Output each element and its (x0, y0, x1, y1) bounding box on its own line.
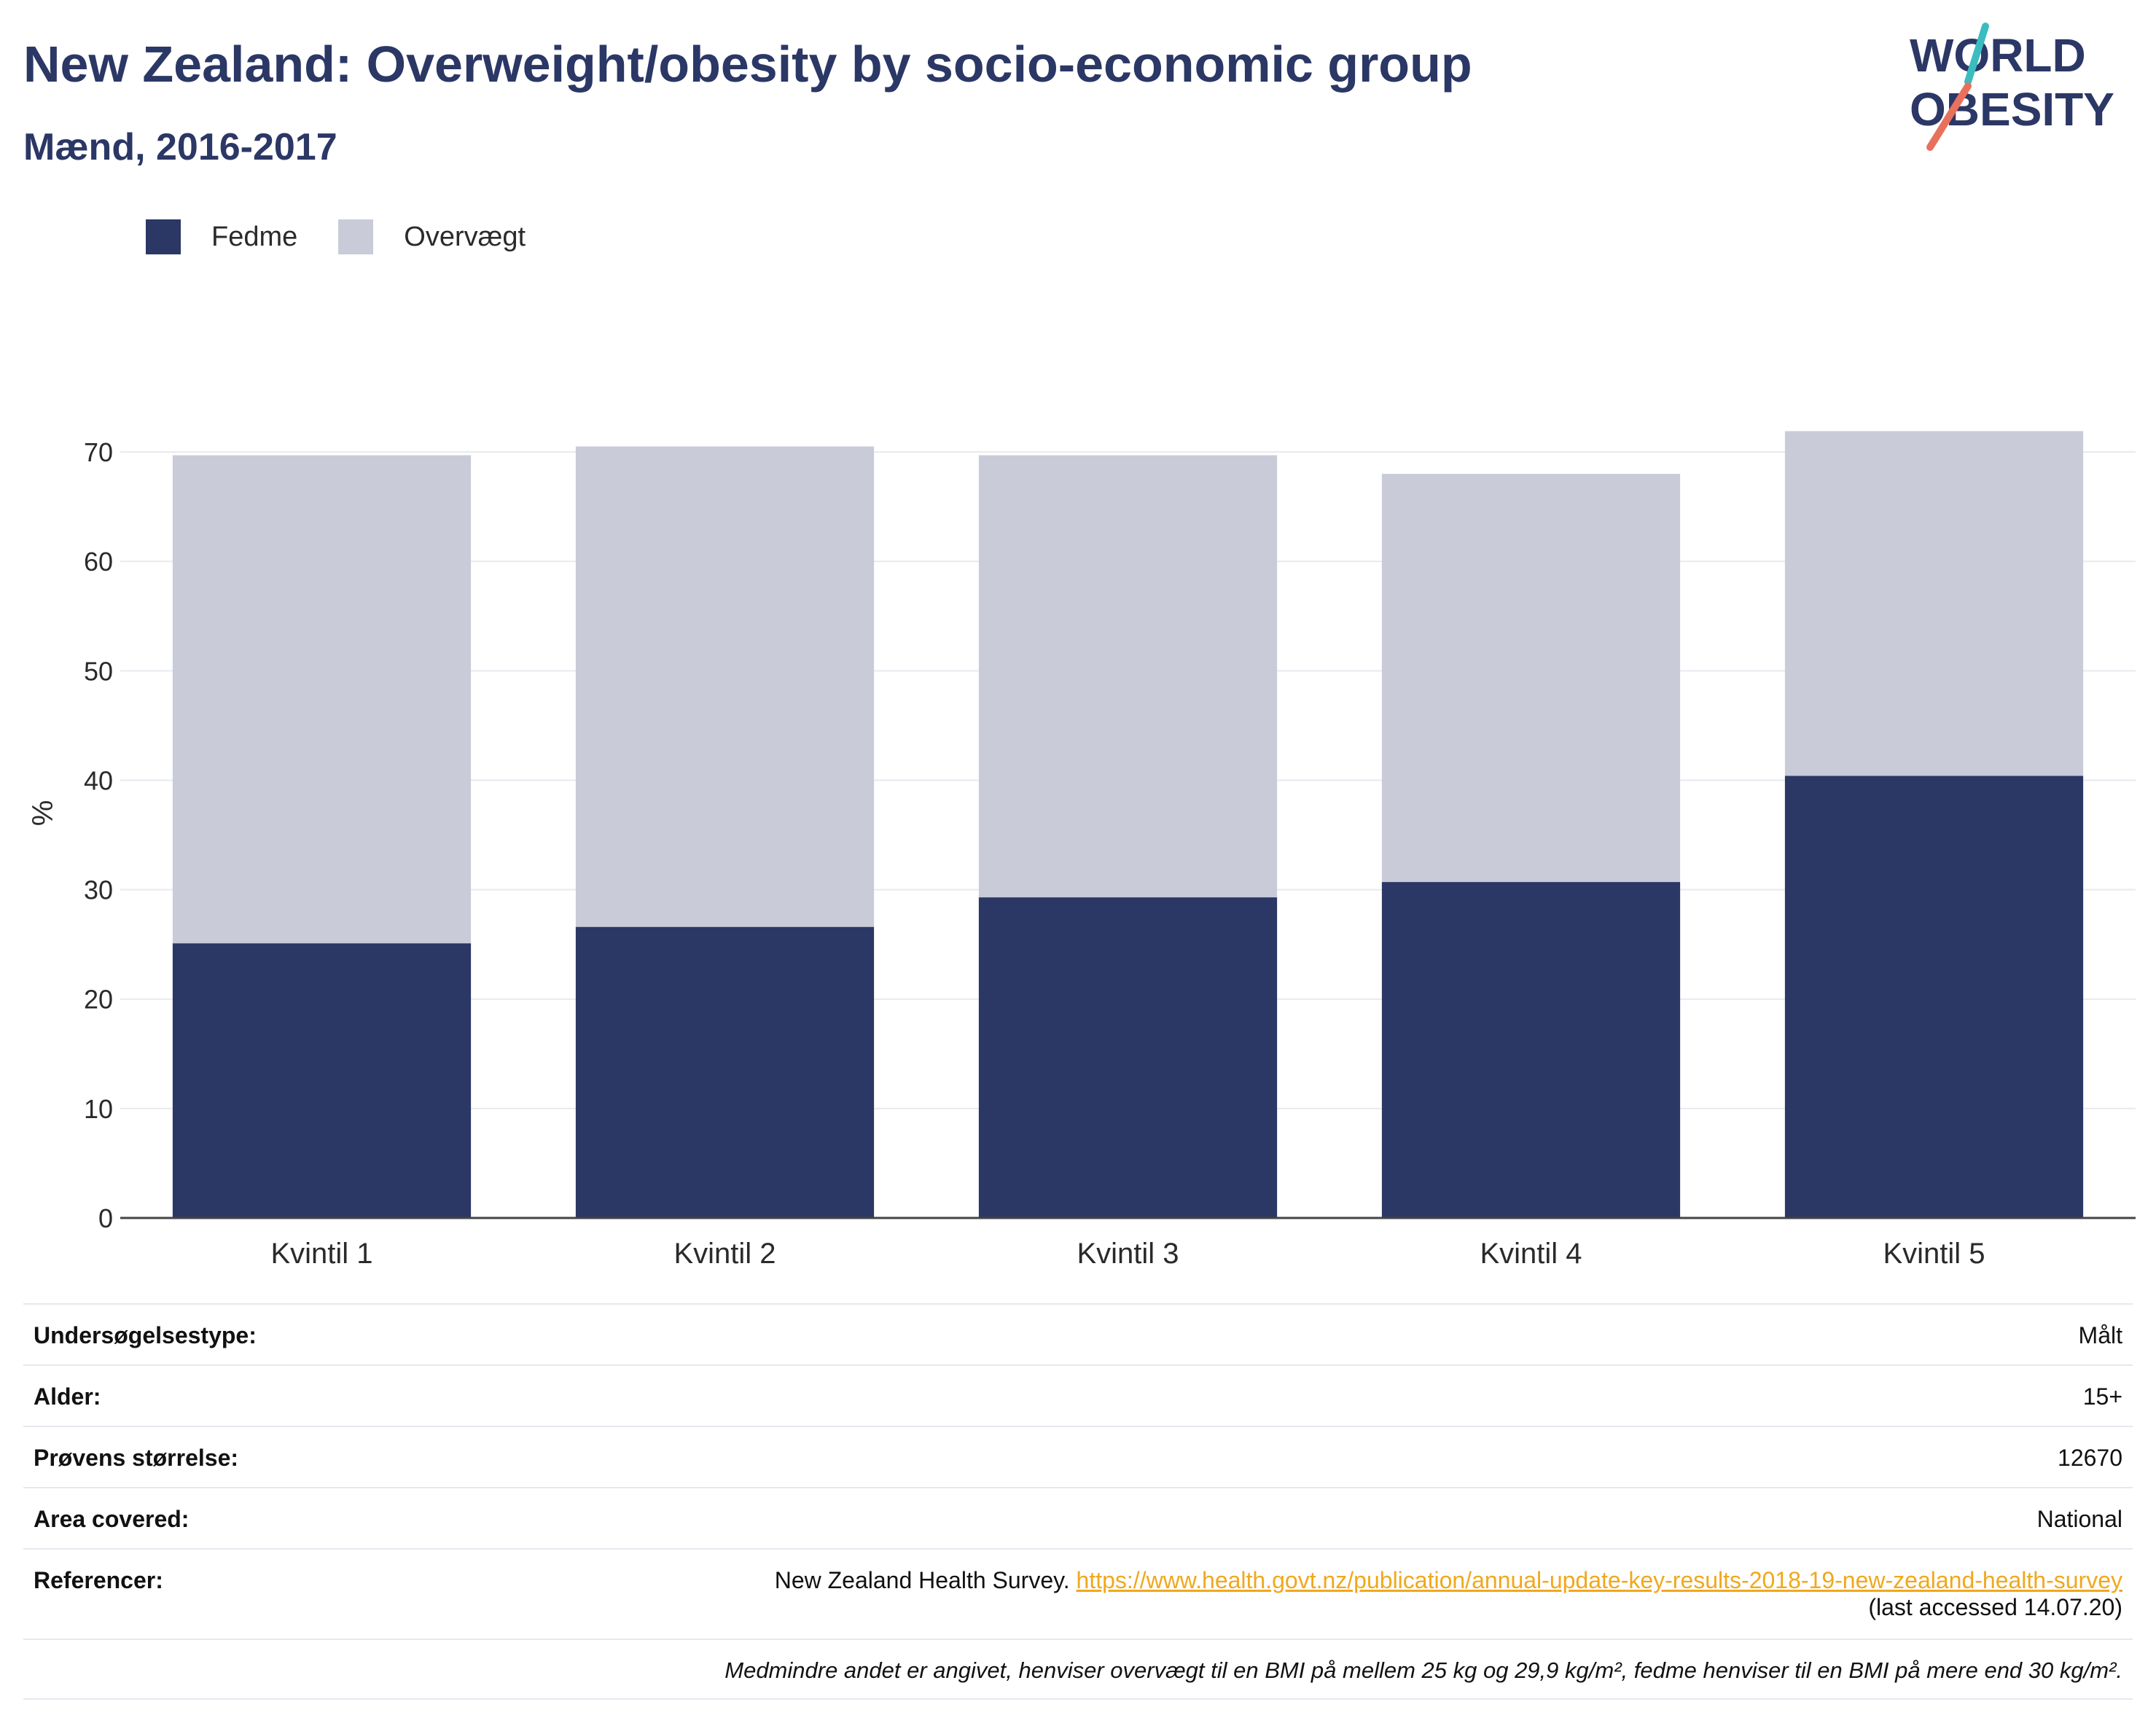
y-tick-label: 10 (84, 1094, 113, 1124)
info-row-age: Alder: 15+ (23, 1364, 2133, 1426)
references-label: Referencer: (34, 1567, 163, 1593)
reference-accessed-date: (last accessed 14.07.20) (1868, 1594, 2122, 1620)
y-tick-label: 60 (84, 547, 113, 577)
area-covered-label: Area covered: (34, 1506, 190, 1532)
legend-label-fedme: Fedme (211, 221, 298, 252)
sample-size-label: Prøvens størrelse: (34, 1445, 239, 1471)
bar-overvaegt (172, 455, 472, 944)
y-tick-label: 0 (98, 1203, 113, 1233)
bar-overvaegt (575, 446, 875, 927)
x-tick-label: Kvintil 5 (1883, 1238, 1985, 1270)
logo-slash-teal (1964, 23, 1989, 85)
y-tick-label: 70 (84, 437, 113, 467)
references-value: New Zealand Health Survey. https://www.h… (775, 1567, 2122, 1621)
y-tick-label: 30 (84, 875, 113, 905)
chart-subtitle: Mænd, 2016-2017 (23, 126, 337, 168)
info-row-sample-size: Prøvens størrelse: 12670 (23, 1426, 2133, 1487)
bar-fedme (575, 926, 875, 1218)
info-row-definition-note: Medmindre andet er angivet, henviser ove… (23, 1639, 2133, 1700)
logo-word-world: WORLD (1910, 29, 2086, 82)
bar-fedme (978, 897, 1278, 1218)
survey-type-label: Undersøgelsestype: (34, 1322, 257, 1348)
legend-swatch-overvaegt (338, 219, 374, 254)
legend-swatch-fedme (146, 219, 181, 254)
age-value: 15+ (2082, 1383, 2122, 1410)
world-obesity-logo: WORLD OBESITY (1910, 23, 2114, 151)
bar-overvaegt (1784, 431, 2084, 776)
y-axis-label: % (27, 800, 59, 827)
x-tick-label: Kvintil 4 (1480, 1238, 1582, 1270)
area-covered-value: National (2036, 1506, 2122, 1532)
bar-overvaegt (1381, 474, 1681, 883)
info-row-survey-type: Undersøgelsestype: Målt (23, 1303, 2133, 1364)
y-tick-label: 40 (84, 765, 113, 795)
legend-label-overvaegt: Overvægt (404, 221, 526, 252)
x-tick-label: Kvintil 3 (1077, 1238, 1179, 1270)
y-tick-label: 20 (84, 985, 113, 1015)
reference-source-text: New Zealand Health Survey. (774, 1567, 1077, 1593)
bar-fedme (1784, 776, 2084, 1218)
sample-size-value: 12670 (2058, 1445, 2122, 1471)
stacked-bar-chart: 0 10 20 30 40 50 60 70% Kvintil 1 Kvintil 2 Kvinti… (27, 431, 2136, 1270)
logo-slash-coral (1926, 82, 1972, 151)
info-row-area-covered: Area covered: National (23, 1487, 2133, 1548)
legend-item-overvaegt[interactable]: Overvægt (338, 219, 526, 254)
chart-legend: Fedme Overvægt (146, 213, 566, 261)
bmi-definition-note: Medmindre andet er angivet, henviser ove… (724, 1657, 2122, 1683)
bar-fedme (1381, 882, 1681, 1218)
age-label: Alder: (34, 1383, 101, 1410)
x-tick-label: Kvintil 1 (270, 1238, 372, 1270)
info-row-references: Referencer: New Zealand Health Survey. h… (23, 1548, 2133, 1639)
bar-overvaegt (978, 455, 1278, 898)
reference-link[interactable]: https://www.health.govt.nz/publication/a… (1076, 1567, 2122, 1593)
bar-fedme (172, 943, 472, 1218)
y-tick-label: 50 (84, 656, 113, 686)
survey-info-table: Undersøgelsestype: Målt Alder: 15+ Prøve… (23, 1303, 2133, 1700)
chart-title: New Zealand: Overweight/obesity by socio… (23, 36, 1472, 93)
x-tick-label: Kvintil 2 (673, 1238, 776, 1270)
survey-type-value: Målt (2078, 1322, 2122, 1348)
legend-item-fedme[interactable]: Fedme (146, 219, 297, 254)
